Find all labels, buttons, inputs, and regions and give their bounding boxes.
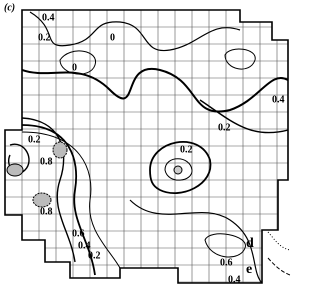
contour-line [164,158,193,181]
contour-line [21,67,288,113]
contour-label: 0.4 [272,94,285,105]
contour-label: 0.2 [38,32,51,43]
contour-label: 0.2 [180,144,193,155]
contour-peak [52,141,68,159]
contour-label: 0.8 [40,156,53,167]
contour-line [8,143,30,174]
contour-label: 0.4 [78,240,91,251]
contour-line [129,199,263,283]
contour-line [21,131,121,269]
contour-peak [32,192,52,208]
contour-label: 0 [110,32,115,43]
contour-label: 0 [72,62,77,73]
contour-label: 0.2 [88,250,101,261]
contours [6,11,288,283]
contour-label: 0.4 [42,12,55,23]
panel-label: (c) [4,2,15,13]
contour-label: 0.6 [72,228,85,239]
contour-line [21,117,76,263]
contour-line [59,50,96,75]
contour-label: 0.2 [218,122,231,133]
contour-peak [173,165,183,175]
contour-label: 0.4 [228,274,241,285]
contour-map: (c) 0.4 0.2 0 0 0.4 0.2 0.2 0.2 0.8 0.8 … [4,2,291,285]
contour-line [199,99,288,134]
contour-peak [6,163,24,177]
contour-label: 0.6 [220,257,233,268]
legend-label: e [246,262,252,277]
contour-line [29,11,241,52]
contour-label: 0.8 [40,206,53,217]
legend-line-dashed [267,257,291,276]
legend-label: d [246,236,254,251]
contour-line [204,233,246,258]
contour-line [224,48,256,70]
contour-line [21,124,96,276]
legend-line-dotted [267,231,291,251]
contour-label: 0.2 [28,134,41,145]
contour-line [149,141,212,195]
